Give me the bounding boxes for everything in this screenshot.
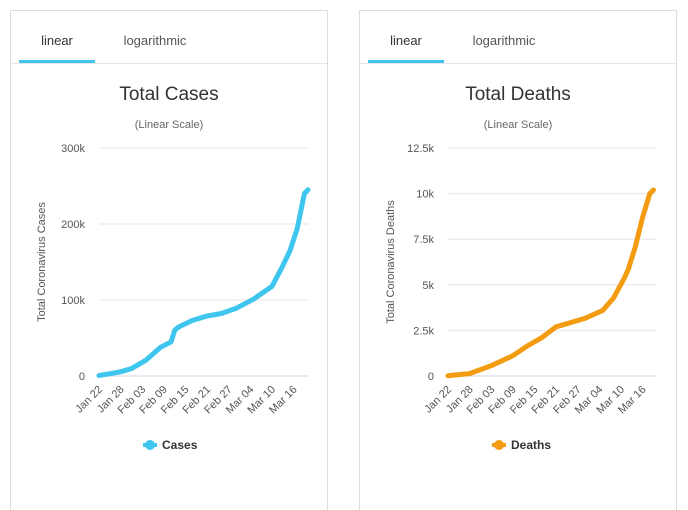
series-line-cases: [96, 187, 311, 379]
y-tick-label: 7.5k: [413, 234, 434, 246]
legend-label: Deaths: [511, 438, 551, 452]
cases-panel: linear logarithmic Total Cases (Linear Sc…: [10, 10, 328, 510]
y-axis-title: Total Coronavirus Cases: [36, 202, 48, 322]
y-tick-label: 2.5k: [413, 325, 434, 337]
legend-marker: [494, 440, 504, 450]
deaths-scale-tabs: linear logarithmic: [360, 11, 676, 64]
y-tick-label: 12.5k: [407, 143, 434, 155]
tab-logarithmic[interactable]: logarithmic: [472, 33, 536, 48]
cases-scale-tabs: linear logarithmic: [11, 11, 327, 64]
chart-subtitle: (Linear Scale): [484, 119, 552, 131]
y-tick-label: 5k: [422, 280, 434, 292]
legend-label: Cases: [162, 438, 198, 452]
chart-subtitle: (Linear Scale): [135, 119, 203, 131]
chart-title: Total Cases: [119, 84, 218, 105]
deaths-panel: linear logarithmic Total Deaths (Linear S…: [359, 10, 677, 510]
y-axis-title: Total Coronavirus Deaths: [385, 200, 397, 324]
deaths-chart: Total Deaths (Linear Scale) 0 2.5k 5k 7.5k 10k…: [385, 84, 657, 452]
y-tick-label: 0: [79, 371, 85, 383]
y-tick-label: 100k: [61, 295, 85, 307]
y-tick-label: 200k: [61, 219, 85, 231]
y-tick-label: 0: [428, 371, 434, 383]
cases-chart: Total Cases (Linear Scale) 0 100k 200k 300k To…: [36, 84, 311, 452]
y-tick-label: 10k: [416, 189, 434, 201]
tab-linear[interactable]: linear: [19, 11, 95, 63]
y-tick-label: 300k: [61, 143, 85, 155]
series-line-deaths: [445, 187, 656, 379]
legend-marker: [145, 440, 155, 450]
chart-title: Total Deaths: [465, 84, 571, 105]
tab-logarithmic[interactable]: logarithmic: [123, 33, 187, 48]
tab-linear[interactable]: linear: [368, 11, 444, 63]
